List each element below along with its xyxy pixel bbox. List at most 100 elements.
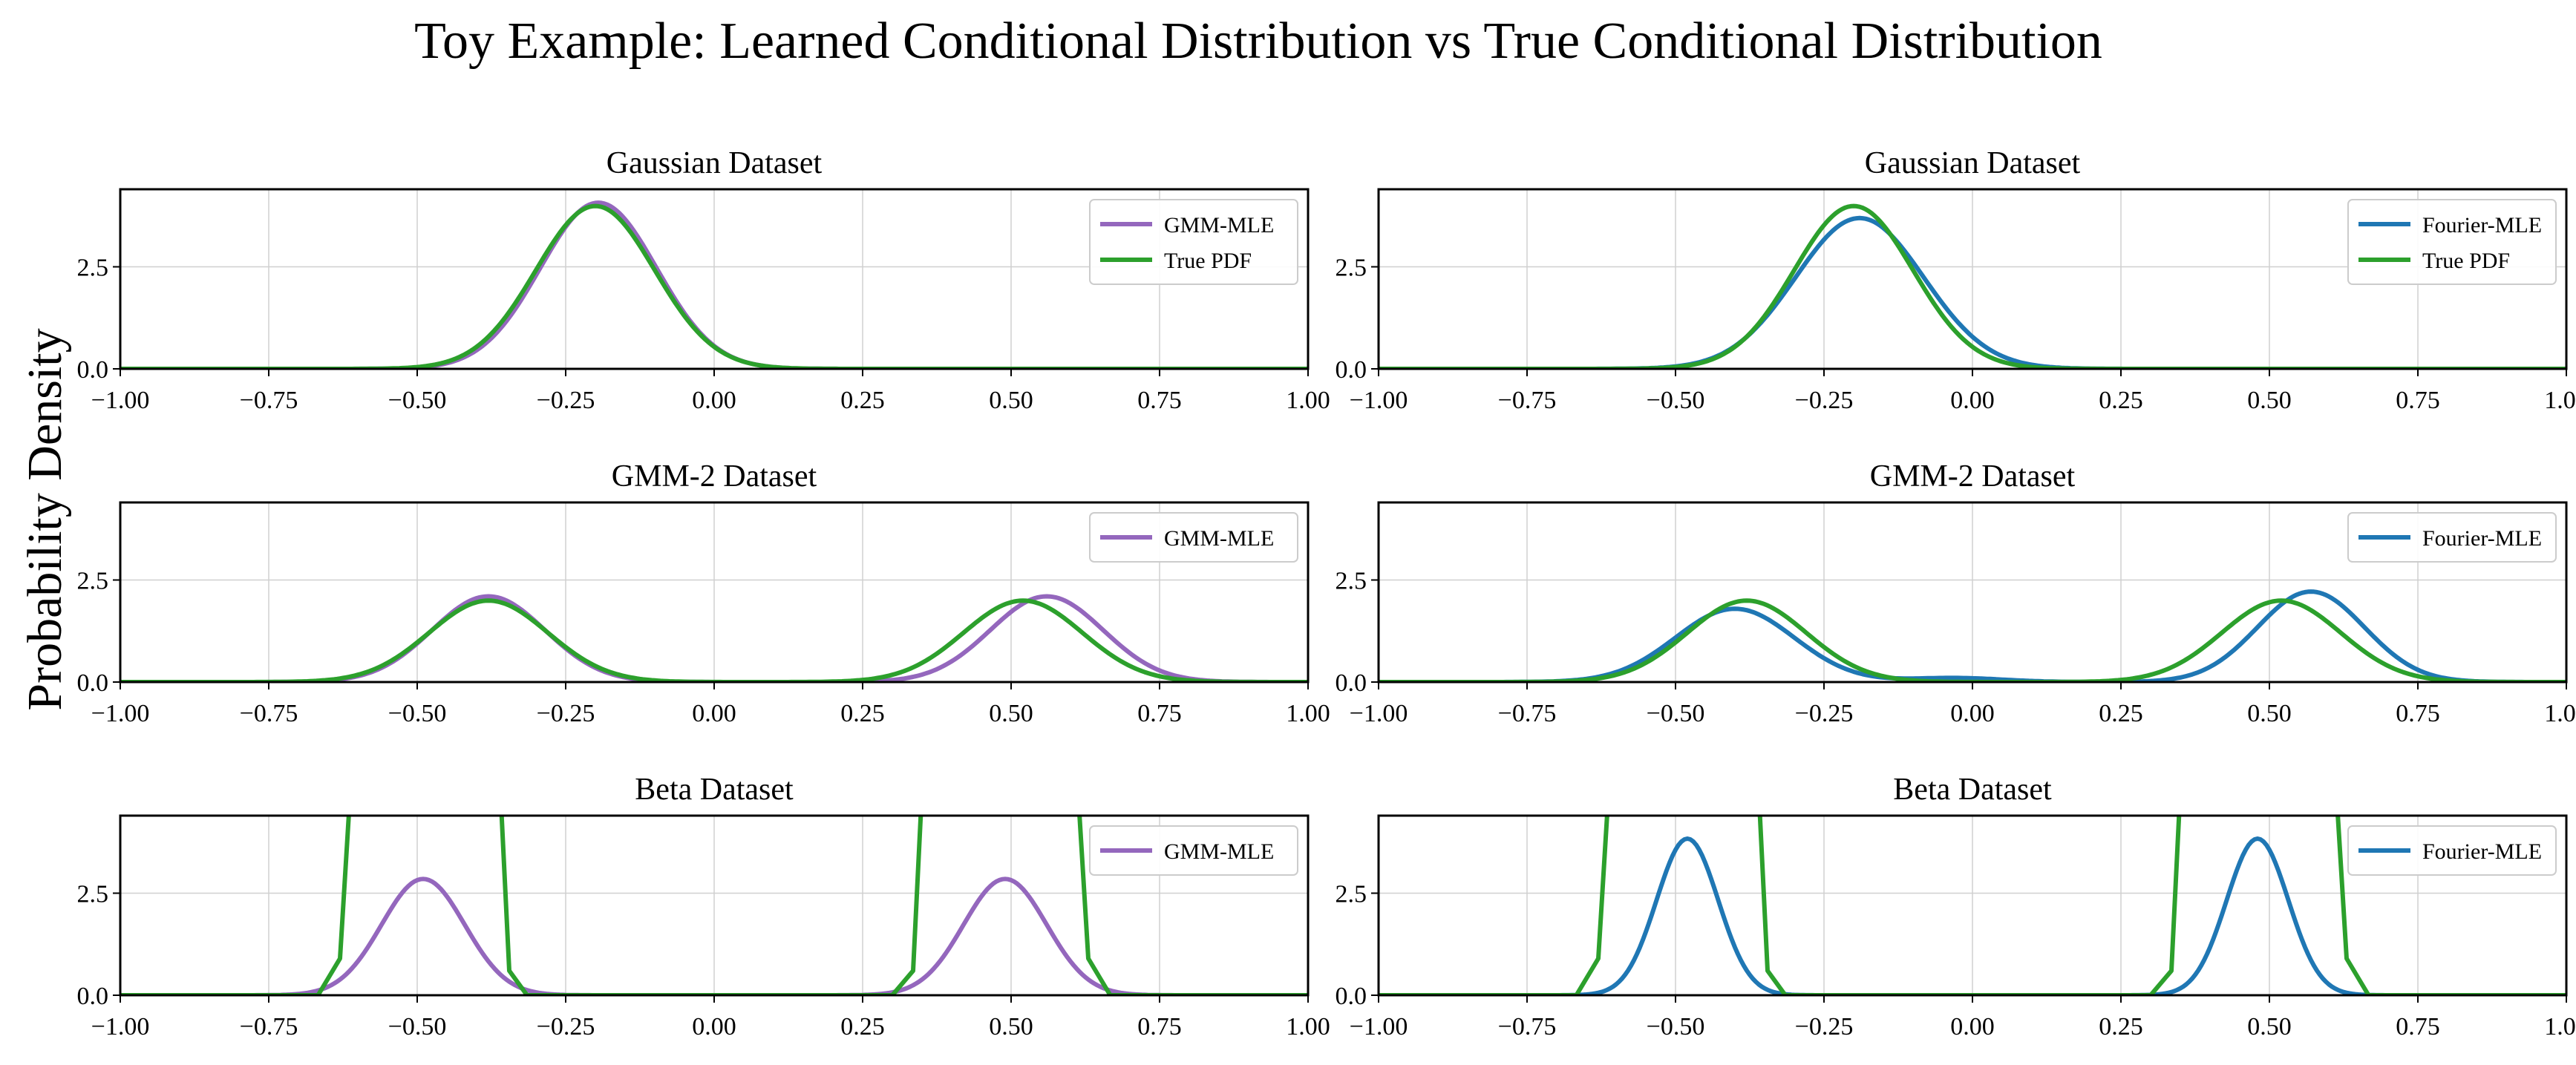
legend: Fourier-MLE — [2347, 825, 2557, 876]
legend-label: Fourier-MLE — [2422, 839, 2542, 864]
x-tick-label: −0.75 — [1498, 1013, 1557, 1041]
subplot-title: GMM-2 Dataset — [1870, 459, 2076, 494]
x-tick-label: −1.00 — [1350, 387, 1408, 414]
y-tick-label: 2.5 — [1336, 255, 1367, 282]
x-tick-label: 0.50 — [2247, 387, 2292, 414]
y-tick-label: 0.0 — [1336, 983, 1367, 1010]
x-tick-label: 0.75 — [2396, 1013, 2440, 1041]
x-tick-label: −0.75 — [240, 700, 298, 727]
legend: GMM-MLE True PDF — [1089, 199, 1298, 285]
legend-box — [1089, 825, 1298, 876]
x-tick-label: −0.75 — [240, 1013, 298, 1041]
legend-label: Fourier-MLE — [2422, 213, 2542, 237]
x-tick-label: −0.50 — [1647, 1013, 1705, 1041]
y-tick-label: 2.5 — [77, 255, 109, 282]
x-tick-label: 0.75 — [2396, 387, 2440, 414]
subplot-2: Gaussian Dataset−1.00 −0.75 −0.50 −0.25 0.00… — [1336, 146, 2576, 414]
x-tick-label: 0.50 — [989, 1013, 1033, 1041]
series-line-unlabeled-1 — [120, 816, 1308, 995]
x-tick-label: −0.50 — [388, 700, 447, 727]
y-tick-label: 2.5 — [1336, 881, 1367, 908]
legend-box — [1089, 199, 1298, 285]
legend-box — [2347, 199, 2557, 285]
x-tick-label: −1.00 — [91, 1013, 150, 1041]
y-tick-label: 0.0 — [1336, 356, 1367, 384]
y-tick-label: 0.0 — [1336, 669, 1367, 697]
subplot-5: Beta Dataset −1.00 −0.75 −0.50 −0.25 0.00 0.25… — [77, 773, 1330, 1041]
legend: Fourier-MLE True PDF — [2347, 199, 2557, 285]
x-tick-label: −0.25 — [537, 700, 595, 727]
x-tick-label: −0.50 — [1647, 387, 1705, 414]
y-tick-label: 2.5 — [77, 568, 109, 595]
legend-label: GMM-MLE — [1164, 839, 1274, 864]
x-tick-label: 0.75 — [2396, 700, 2440, 727]
subplot-title: GMM-2 Dataset — [612, 459, 817, 494]
x-tick-label: −1.00 — [1350, 700, 1408, 727]
x-tick-label: 1.00 — [1286, 700, 1330, 727]
subplot-title: Beta Dataset — [1893, 773, 2052, 807]
y-tick-label: 0.0 — [77, 356, 109, 384]
legend: GMM-MLE — [1089, 825, 1298, 876]
subplot-6: Beta Dataset −1.00 −0.75 −0.50 −0.25 0.00 0.25… — [1336, 773, 2576, 1041]
y-tick-label: 0.0 — [77, 669, 109, 697]
x-tick-label: −0.75 — [1498, 387, 1557, 414]
x-tick-label: 0.00 — [1950, 700, 1995, 727]
subplot-title: Gaussian Dataset — [607, 146, 823, 180]
x-tick-label: 0.25 — [2099, 1013, 2143, 1041]
x-tick-label: −0.50 — [388, 1013, 447, 1041]
y-tick-label: 2.5 — [77, 881, 109, 908]
figure-title: Toy Example: Learned Conditional Distrib… — [414, 13, 2102, 70]
x-tick-label: 0.50 — [989, 700, 1033, 727]
x-tick-label: −0.25 — [537, 387, 595, 414]
x-tick-label: −0.25 — [537, 1013, 595, 1041]
legend-box — [2347, 512, 2557, 563]
legend: Fourier-MLE — [2347, 512, 2557, 563]
x-tick-label: −0.75 — [1498, 700, 1557, 727]
x-tick-label: 0.00 — [692, 387, 736, 414]
series-line-fourier-mle — [1379, 215, 2566, 369]
subplot-4: GMM-2 Dataset −1.00 −0.75 −0.50 −0.25 0.00 0.2… — [1336, 459, 2576, 727]
series-line-unlabeled-1 — [1379, 816, 2566, 995]
x-tick-label: 1.00 — [2544, 387, 2576, 414]
subplot-1: Gaussian Dataset−1.00 −0.75 −0.50 −0.25 0.00… — [77, 146, 1330, 414]
x-tick-label: −0.50 — [1647, 700, 1705, 727]
series-line-true-pdf — [1379, 203, 2566, 369]
x-tick-label: 0.25 — [840, 387, 885, 414]
legend-box — [2347, 825, 2557, 876]
y-tick-label: 0.0 — [77, 983, 109, 1010]
x-tick-label: 0.00 — [1950, 387, 1995, 414]
legend-label: True PDF — [1164, 249, 1252, 273]
x-tick-label: 0.75 — [1137, 700, 1182, 727]
legend-box — [1089, 512, 1298, 563]
legend-label: Fourier-MLE — [2422, 526, 2542, 551]
x-tick-label: 1.00 — [2544, 1013, 2576, 1041]
grid — [120, 502, 1309, 683]
legend-label: True PDF — [2422, 249, 2510, 273]
x-tick-label: 0.50 — [989, 387, 1033, 414]
x-tick-label: −0.25 — [1795, 387, 1854, 414]
x-tick-label: 0.25 — [2099, 700, 2143, 727]
x-tick-label: 1.00 — [1286, 1013, 1330, 1041]
x-tick-label: 0.25 — [840, 1013, 885, 1041]
x-tick-label: 0.00 — [692, 700, 736, 727]
x-tick-label: −0.50 — [388, 387, 447, 414]
x-tick-label: −0.25 — [1795, 1013, 1854, 1041]
subplot-3: GMM-2 Dataset −1.00 −0.75 −0.50 −0.25 0.00 0.2… — [77, 459, 1330, 727]
x-tick-label: 0.75 — [1137, 387, 1182, 414]
x-tick-label: 1.00 — [2544, 700, 2576, 727]
x-tick-label: 0.00 — [692, 1013, 736, 1041]
legend-label: GMM-MLE — [1164, 213, 1274, 237]
x-tick-label: 0.25 — [2099, 387, 2143, 414]
x-tick-label: 0.75 — [1137, 1013, 1182, 1041]
series-line-true-pdf — [120, 203, 1308, 369]
legend-label: GMM-MLE — [1164, 526, 1274, 551]
subplot-title: Gaussian Dataset — [1865, 146, 2081, 180]
x-tick-label: 0.00 — [1950, 1013, 1995, 1041]
y-tick-label: 2.5 — [1336, 568, 1367, 595]
subplot-title: Beta Dataset — [635, 773, 794, 807]
x-tick-label: 0.50 — [2247, 700, 2292, 727]
x-tick-label: −1.00 — [91, 387, 150, 414]
x-tick-label: 0.25 — [840, 700, 885, 727]
y-axis-label: Probability Density — [18, 328, 72, 710]
